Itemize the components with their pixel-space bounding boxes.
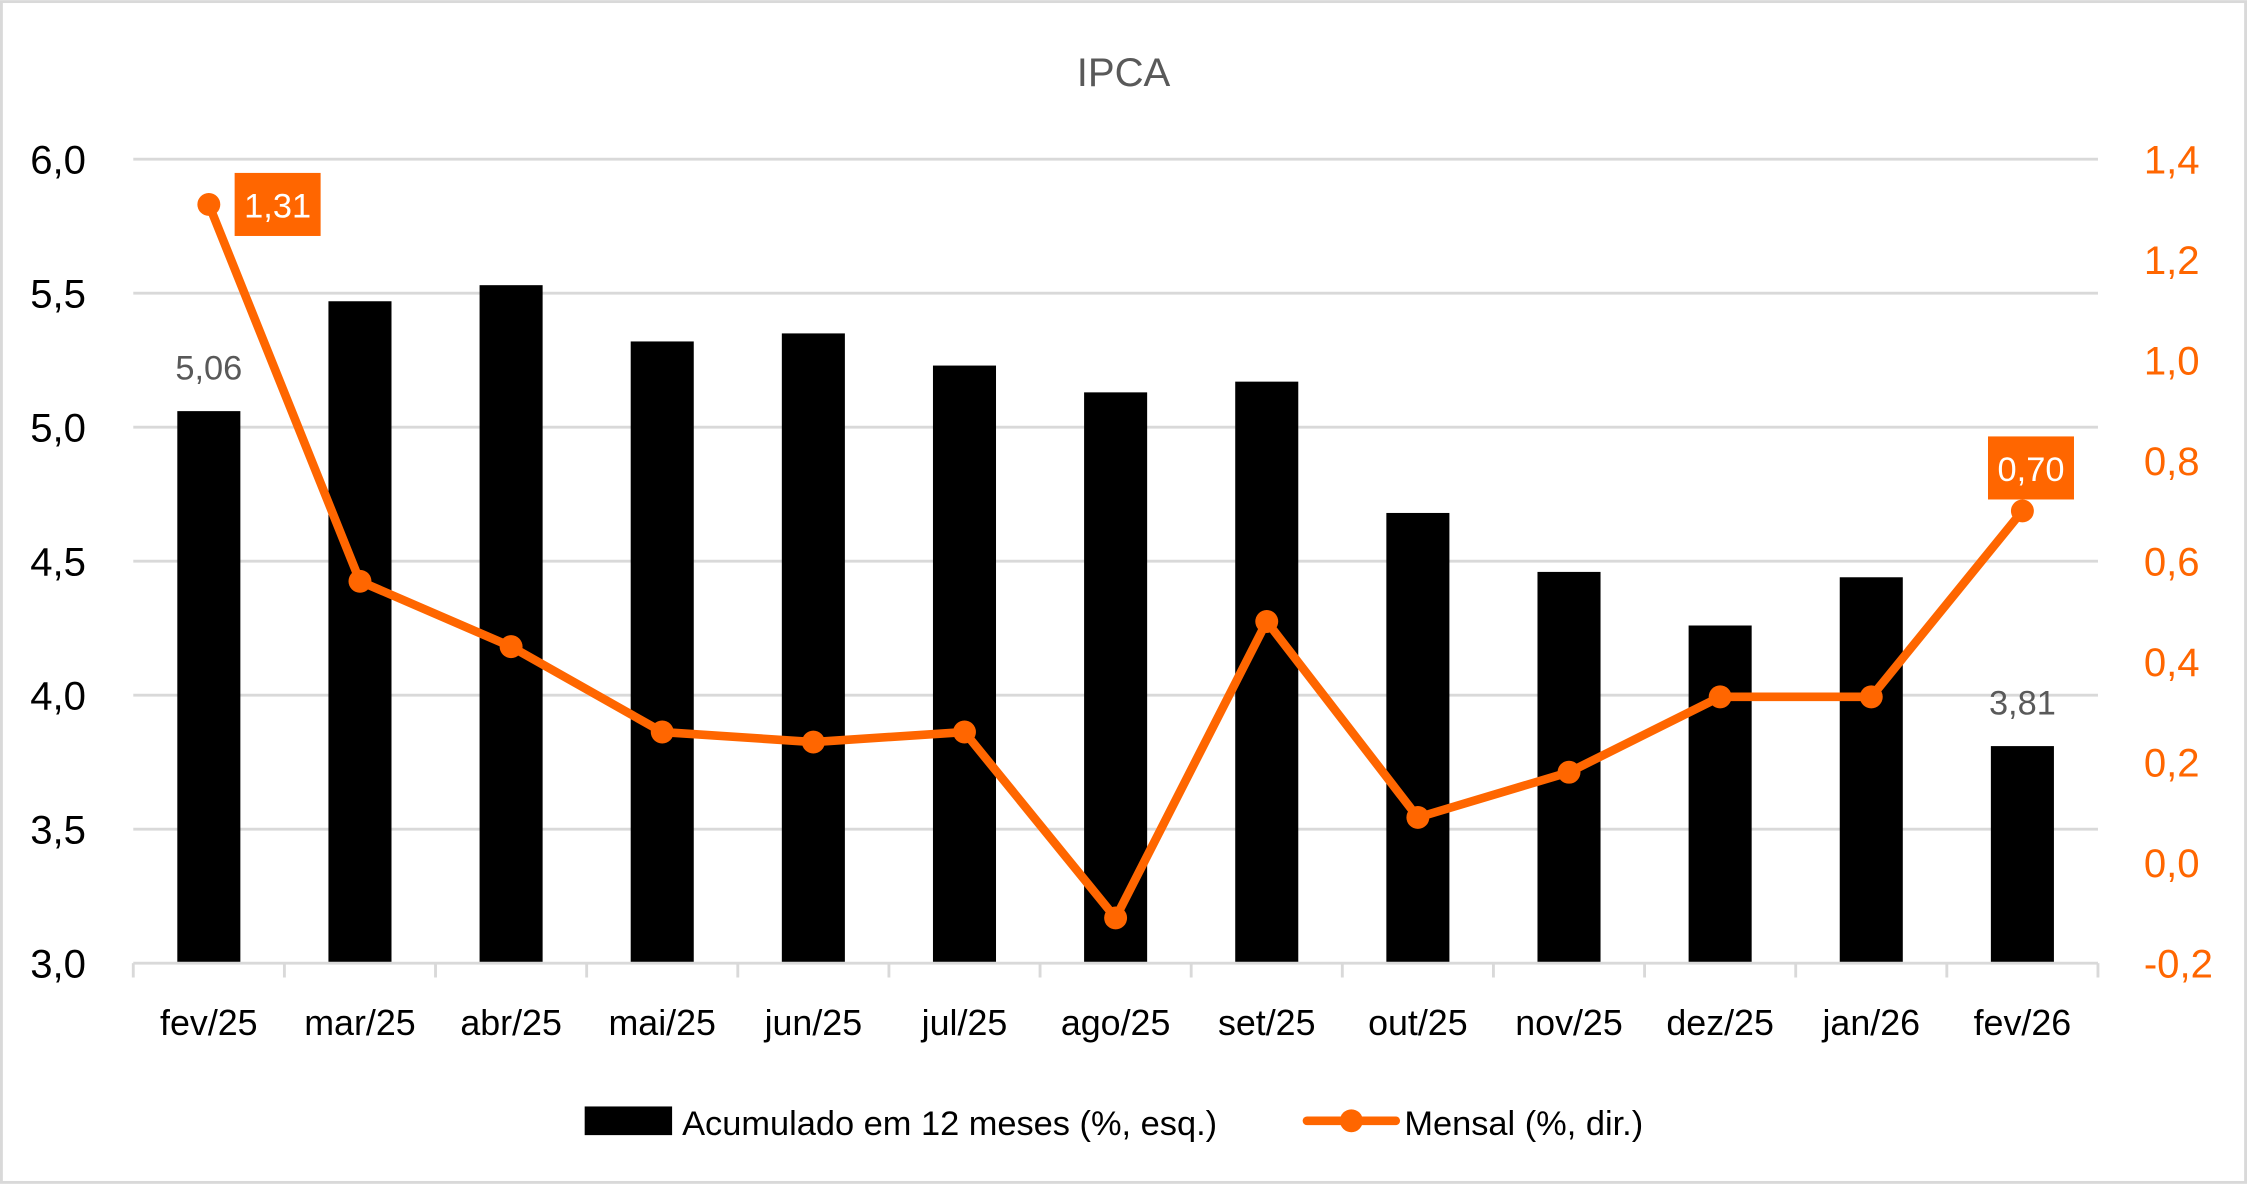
line-data-label-box (234, 172, 321, 236)
right-tick-label: 1,0 (2144, 339, 2200, 384)
mensal-point-jul/25 (953, 720, 976, 744)
left-tick-label: 4,0 (30, 674, 86, 719)
x-tick-label: jun/25 (764, 1003, 863, 1043)
left-tick-label: 4,5 (30, 540, 86, 585)
x-tick-label: dez/25 (1666, 1003, 1774, 1043)
bar-jan/26 (1839, 577, 1903, 964)
mensal-point-fev/25 (197, 192, 221, 216)
x-tick-label: nov/25 (1515, 1003, 1623, 1043)
left-tick-label: 3,5 (30, 807, 86, 852)
bar-data-label: 5,06 (175, 350, 242, 388)
mensal-point-jan/26 (1859, 685, 1883, 709)
mensal-point-mar/25 (348, 569, 372, 593)
bar-dez/25 (1688, 625, 1752, 964)
bar-fev/25 (177, 411, 241, 964)
bar-jul/25 (932, 365, 997, 964)
mensal-point-dez/25 (1708, 685, 1732, 709)
bar-mar/25 (328, 301, 392, 964)
x-tick-label: set/25 (1218, 1003, 1316, 1043)
left-tick-label: 6,0 (30, 138, 86, 183)
mensal-point-out/25 (1406, 805, 1430, 829)
x-tick-label: fev/26 (1974, 1003, 2072, 1043)
line-data-label: 1,31 (244, 187, 311, 225)
line-data-label-box (1988, 436, 2074, 500)
mensal-point-mai/25 (650, 720, 674, 744)
left-tick-label: 5,0 (30, 406, 86, 451)
x-tick-label: mai/25 (608, 1003, 715, 1043)
right-tick-label: 1,2 (2144, 238, 2200, 283)
legend-bar-label: Acumulado em 12 meses (%, esq.) (682, 1105, 1217, 1143)
bar-jun/25 (781, 333, 845, 964)
legend-line-label: Mensal (%, dir.) (1404, 1105, 1643, 1143)
legend-line-marker (1339, 1109, 1363, 1133)
bar-data-label: 3,81 (1989, 685, 2056, 723)
chart-title: IPCA (1077, 50, 1171, 95)
right-tick-label: -0,2 (2144, 941, 2213, 986)
bar-fev/26 (1990, 746, 2054, 964)
x-tick-label: jul/25 (921, 1003, 1008, 1043)
x-tick-label: abr/25 (460, 1003, 562, 1043)
x-tick-label: out/25 (1368, 1003, 1468, 1043)
bar-out/25 (1386, 512, 1450, 964)
right-tick-label: 0,0 (2144, 841, 2200, 886)
mensal-point-jun/25 (801, 730, 825, 754)
left-tick-label: 5,5 (30, 272, 86, 317)
x-tick-label: fev/25 (160, 1003, 258, 1043)
line-data-label: 0,70 (1998, 451, 2065, 489)
mensal-point-fev/26 (2010, 499, 2034, 523)
mensal-point-nov/25 (1557, 760, 1581, 784)
x-tick-label: jan/26 (1821, 1003, 1920, 1043)
mensal-point-set/25 (1255, 610, 1279, 633)
x-tick-label: mar/25 (304, 1003, 415, 1043)
right-tick-label: 0,2 (2144, 741, 2200, 786)
bar-mai/25 (630, 341, 694, 964)
mensal-point-ago/25 (1104, 906, 1128, 930)
right-tick-label: 0,4 (2144, 640, 2200, 685)
x-tick-label: ago/25 (1061, 1003, 1171, 1043)
right-tick-label: 1,4 (2144, 138, 2200, 183)
left-tick-label: 3,0 (30, 941, 86, 986)
legend: Acumulado em 12 meses (%, esq.) Mensal (… (584, 1105, 1643, 1143)
bar-set/25 (1235, 381, 1299, 964)
right-tick-label: 0,6 (2144, 540, 2200, 585)
right-tick-label: 0,8 (2144, 439, 2200, 484)
legend-bar-swatch (584, 1106, 673, 1136)
mensal-point-abr/25 (499, 635, 523, 659)
bar-abr/25 (479, 285, 543, 964)
